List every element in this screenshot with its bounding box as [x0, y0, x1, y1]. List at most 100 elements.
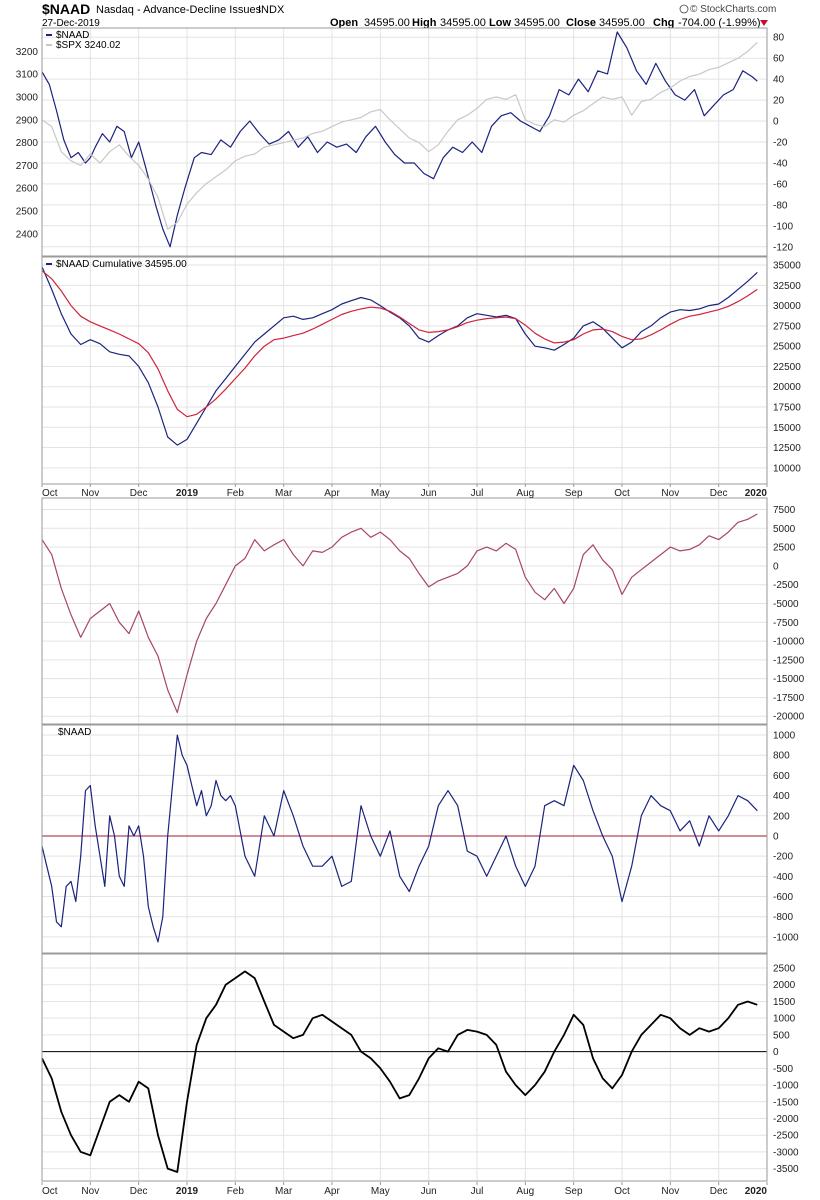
- y-tick-label: 15000: [773, 423, 801, 434]
- y-tick-label: 5000: [773, 524, 796, 535]
- y-tick-label: 22500: [773, 362, 801, 373]
- chg-label: Chg: [653, 17, 674, 29]
- y-tick-label: -2000: [773, 1114, 799, 1125]
- close-label: Close: [566, 17, 596, 29]
- y-tick-label: -600: [773, 892, 793, 903]
- series-line-naad: [41, 734, 758, 943]
- panel-panel4: 1000 800 600 400 200 0 -200 -400 -600 -800 -1000 $N…: [41, 724, 799, 954]
- x-tick-label: Nov: [661, 1186, 679, 1197]
- x-tick-label: Nov: [81, 488, 99, 499]
- chart-header: $NAAD Nasdaq - Advance-Decline Issues IN…: [42, 1, 776, 29]
- x-axis-row: Oct Nov Dec 2019 Feb Mar Apr May Jun Jul Aug Sep Oct…: [41, 1182, 768, 1197]
- y-tick-label: 1000: [773, 1014, 796, 1025]
- down-arrow-icon: [760, 20, 768, 26]
- series-line-naad: [41, 31, 758, 248]
- y-tick-label: -60: [773, 179, 788, 190]
- chg-value: -704.00 (-1.99%): [678, 17, 761, 29]
- y-tick-label: -3000: [773, 1147, 799, 1158]
- left-y-tick-label: 3200: [16, 47, 39, 58]
- x-tick-label: Oct: [42, 1186, 58, 1197]
- x-tick-label: 2020: [745, 488, 768, 499]
- y-tick-label: -15000: [773, 674, 805, 685]
- panel-frame: [41, 256, 768, 485]
- y-tick-label: 500: [773, 1030, 790, 1041]
- left-y-tick-label: 2600: [16, 184, 39, 195]
- high-value: 34595.00: [440, 17, 486, 29]
- y-tick-label: 27500: [773, 321, 801, 332]
- open-value: 34595.00: [364, 17, 410, 29]
- x-tick-label: Jun: [421, 1186, 437, 1197]
- y-tick-label: -40: [773, 158, 788, 169]
- y-tick-label: -1500: [773, 1097, 799, 1108]
- legend-entry: $NAAD: [58, 727, 91, 738]
- y-tick-label: 10000: [773, 463, 801, 474]
- x-tick-label: Oct: [614, 488, 630, 499]
- y-tick-label: 32500: [773, 281, 801, 292]
- x-tick-label: Apr: [324, 488, 340, 499]
- x-tick-label: Sep: [565, 1186, 583, 1197]
- x-tick-label: Nov: [661, 488, 679, 499]
- y-tick-label: -20000: [773, 712, 805, 723]
- legend-entry: $NAAD: [56, 30, 89, 41]
- x-tick-label: Sep: [565, 488, 583, 499]
- panel-frame: [41, 27, 768, 257]
- y-tick-label: -400: [773, 872, 793, 883]
- y-tick-label: 200: [773, 811, 790, 822]
- y-tick-label: -10000: [773, 637, 805, 648]
- panel-frame: [41, 724, 768, 954]
- y-tick-label: -80: [773, 200, 788, 211]
- x-tick-label: Aug: [516, 1186, 534, 1197]
- y-tick-label: 20: [773, 96, 785, 107]
- panels: 806040200-20-40-60-80-100-12032003100300…: [16, 27, 805, 1197]
- series-line-series0: [41, 513, 758, 714]
- panel-panel3: 7500 5000 2500 0 -2500 -5000 -7500 -10000 -12500…: [41, 497, 805, 725]
- series-line-movingaverage: [41, 270, 758, 418]
- left-y-tick-label: 3100: [16, 70, 39, 81]
- panel-frame: [41, 497, 768, 725]
- y-tick-label: -7500: [773, 618, 799, 629]
- series-line-spx: [41, 41, 758, 230]
- y-tick-label: 1500: [773, 997, 796, 1008]
- y-tick-label: 7500: [773, 505, 796, 516]
- legend-entry: $NAAD Cumulative 34595.00: [56, 259, 187, 270]
- y-tick-label: -1000: [773, 1081, 799, 1092]
- y-tick-label: -5000: [773, 599, 799, 610]
- y-tick-label: -2500: [773, 580, 799, 591]
- y-tick-label: -20: [773, 138, 788, 149]
- copyright-icon: [679, 4, 689, 14]
- y-tick-label: 40: [773, 75, 785, 86]
- y-tick-label: 25000: [773, 342, 801, 353]
- left-y-tick-label: 3000: [16, 92, 39, 103]
- x-tick-label: 2019: [176, 488, 199, 499]
- y-tick-label: 20000: [773, 382, 801, 393]
- x-tick-label: Dec: [130, 1186, 148, 1197]
- x-tick-label: Mar: [275, 1186, 293, 1197]
- open-label: Open: [330, 17, 358, 29]
- x-tick-label: Oct: [42, 488, 58, 499]
- y-tick-label: 35000: [773, 261, 801, 272]
- y-tick-label: 12500: [773, 443, 801, 454]
- x-tick-label: Dec: [130, 488, 148, 499]
- y-tick-label: -500: [773, 1064, 793, 1075]
- y-tick-label: 80: [773, 33, 785, 44]
- x-tick-label: Nov: [81, 1186, 99, 1197]
- y-tick-label: -120: [773, 242, 793, 253]
- left-y-tick-label: 2500: [16, 206, 39, 217]
- y-tick-label: -12500: [773, 655, 805, 666]
- x-tick-label: Dec: [710, 1186, 728, 1197]
- panel-panel2: 35000 32500 30000 27500 25000 22500 20000 17500…: [41, 256, 801, 485]
- x-tick-label: Mar: [275, 488, 293, 499]
- x-tick-label: Jul: [471, 1186, 484, 1197]
- y-tick-label: 30000: [773, 301, 801, 312]
- y-tick-label: 2000: [773, 980, 796, 991]
- left-y-tick-label: 2900: [16, 115, 39, 126]
- x-tick-label: Aug: [516, 488, 534, 499]
- panel-panel1: 80 60 40 20 0 -20 -40 -60 -80 -100 -120 3200 3100 300…: [16, 27, 793, 257]
- high-label: High: [412, 17, 437, 29]
- y-tick-label: 0: [773, 561, 779, 572]
- left-y-tick-label: 2400: [16, 229, 39, 240]
- panel-panel5: 2500 2000 1500 1000 500 0 -500 -1000 -1500 -2000 -…: [41, 953, 799, 1182]
- y-tick-label: 1000: [773, 731, 796, 742]
- exchange-label: INDX: [258, 4, 285, 16]
